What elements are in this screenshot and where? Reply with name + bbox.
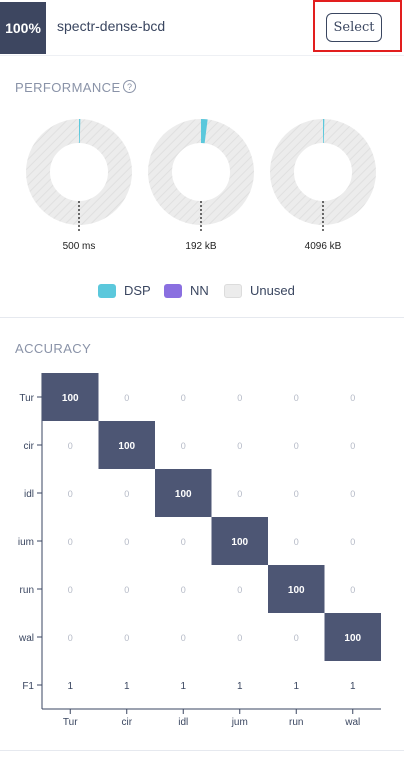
gauge-value-label: 500 ms xyxy=(63,241,96,252)
f1-value: 1 xyxy=(293,681,299,692)
matrix-cell-value: 0 xyxy=(350,489,355,499)
performance-title: PERFORMANCE xyxy=(15,80,121,95)
gauge-2: 4096 kB xyxy=(270,119,376,252)
matrix-cell-highlight xyxy=(211,517,268,565)
gauge-dsp-arc xyxy=(79,119,81,144)
legend-nn-swatch xyxy=(164,283,182,298)
help-icon[interactable]: ? xyxy=(123,80,136,93)
matrix-cell-highlight xyxy=(268,565,325,613)
f1-value: 1 xyxy=(237,681,243,692)
matrix-cell-value: 100 xyxy=(231,537,248,548)
matrix-cell-value: 0 xyxy=(68,489,73,499)
matrix-cell-value: 0 xyxy=(124,489,129,499)
gauge-unused-ring xyxy=(270,119,376,225)
matrix-cell-value: 0 xyxy=(237,441,242,451)
legend-unused-label: Unused xyxy=(250,283,295,298)
col-label: Tur xyxy=(63,717,78,728)
row-label: cir xyxy=(23,441,34,452)
matrix-cell-value: 0 xyxy=(124,393,129,403)
model-header: 100% spectr-dense-bcd Select xyxy=(0,0,404,56)
f1-value: 1 xyxy=(350,681,356,692)
matrix-cell-value: 0 xyxy=(350,441,355,451)
legend-unused-swatch xyxy=(224,283,242,298)
matrix-cell-value: 0 xyxy=(294,393,299,403)
col-label: wal xyxy=(344,717,360,728)
gauge-dsp-arc xyxy=(201,119,208,144)
matrix-cell-value: 100 xyxy=(118,441,135,452)
row-label: ium xyxy=(18,537,34,548)
row-label: run xyxy=(20,585,34,596)
gauge-value-label: 4096 kB xyxy=(305,241,342,252)
model-name: spectr-dense-bcd xyxy=(57,18,166,34)
matrix-cell-value: 100 xyxy=(288,585,305,596)
accuracy-badge: 100% xyxy=(0,2,46,54)
legend-dsp: DSP xyxy=(98,283,151,298)
row-label: Tur xyxy=(19,393,34,404)
matrix-cell-value: 0 xyxy=(181,393,186,403)
matrix-cell-highlight xyxy=(42,373,99,421)
matrix-cell-value: 100 xyxy=(344,633,361,644)
bottom-divider xyxy=(0,750,404,751)
f1-value: 1 xyxy=(180,681,186,692)
matrix-cell-value: 0 xyxy=(350,393,355,403)
col-label: cir xyxy=(121,717,132,728)
matrix-cell-value: 0 xyxy=(124,537,129,547)
gauge-unused-ring xyxy=(26,119,132,225)
gauge-unused-ring xyxy=(148,119,254,225)
gauge-1: 192 kB xyxy=(148,119,254,252)
matrix-cell-highlight xyxy=(155,469,212,517)
matrix-cell-value: 0 xyxy=(294,441,299,451)
accuracy-title: ACCURACY xyxy=(15,341,92,356)
matrix-cell-value: 0 xyxy=(181,585,186,595)
matrix-cell-value: 0 xyxy=(294,537,299,547)
f1-value: 1 xyxy=(124,681,130,692)
matrix-cell-value: 0 xyxy=(68,585,73,595)
matrix-cell-value: 0 xyxy=(181,633,186,643)
matrix-cell-value: 0 xyxy=(181,537,186,547)
matrix-cell-value: 0 xyxy=(124,633,129,643)
legend-dsp-swatch xyxy=(98,283,116,298)
gauge-value-label: 192 kB xyxy=(185,241,216,252)
matrix-cell-highlight xyxy=(98,421,155,469)
row-label: wal xyxy=(18,633,34,644)
legend-nn-label: NN xyxy=(190,283,209,298)
f1-label: F1 xyxy=(22,681,34,692)
matrix-cell-value: 0 xyxy=(68,633,73,643)
legend-dsp-label: DSP xyxy=(124,283,151,298)
matrix-cell-value: 0 xyxy=(350,585,355,595)
select-highlight-outline xyxy=(313,0,402,52)
matrix-cell-value: 0 xyxy=(350,537,355,547)
col-label: idl xyxy=(178,717,188,728)
f1-value: 1 xyxy=(67,681,73,692)
matrix-cell-value: 0 xyxy=(237,489,242,499)
section-divider xyxy=(0,317,404,318)
matrix-cell-value: 0 xyxy=(294,633,299,643)
row-label: idl xyxy=(24,489,34,500)
performance-gauges: 500 ms 192 kB 4096 kB xyxy=(26,119,376,252)
gauge-0: 500 ms xyxy=(26,119,132,252)
matrix-cell-value: 0 xyxy=(68,441,73,451)
matrix-cell-value: 0 xyxy=(237,393,242,403)
matrix-cell-value: 0 xyxy=(237,633,242,643)
matrix-cell-value: 0 xyxy=(68,537,73,547)
matrix-cell-value: 100 xyxy=(175,489,192,500)
legend-unused: Unused xyxy=(224,283,295,298)
matrix-cell-highlight xyxy=(324,613,381,661)
matrix-cell-value: 0 xyxy=(294,489,299,499)
gauge-dsp-arc xyxy=(323,119,325,144)
matrix-cell-value: 100 xyxy=(62,393,79,404)
matrix-cell-value: 0 xyxy=(181,441,186,451)
col-label: jum xyxy=(231,717,248,728)
select-button[interactable]: Select xyxy=(326,13,382,42)
matrix-cell-value: 0 xyxy=(237,585,242,595)
col-label: run xyxy=(289,717,303,728)
legend-nn: NN xyxy=(164,283,209,298)
matrix-cell-value: 0 xyxy=(124,585,129,595)
